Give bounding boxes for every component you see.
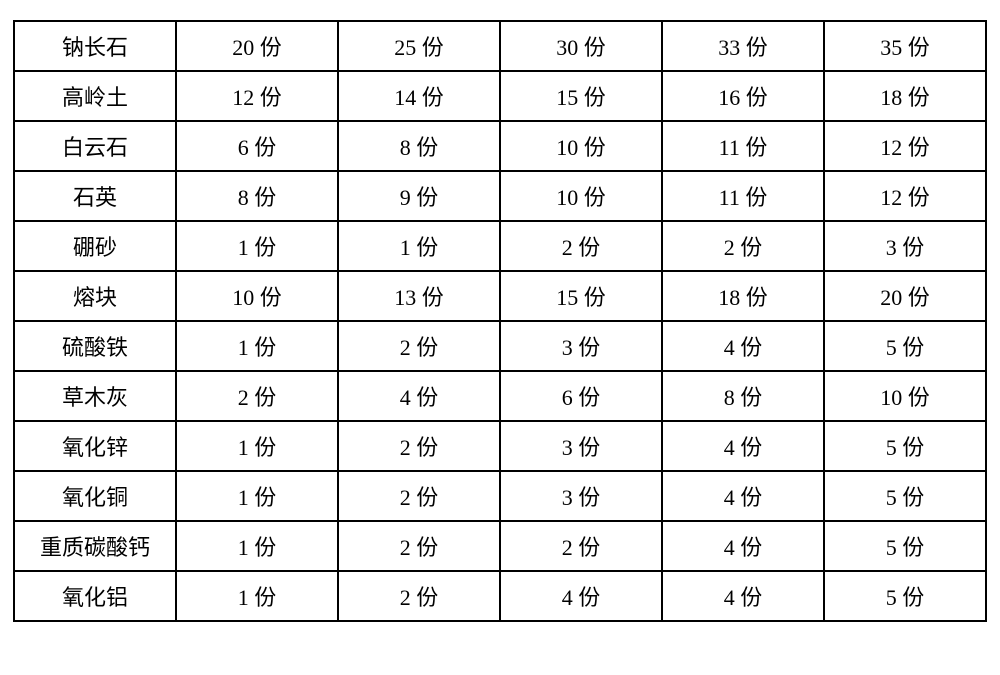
row-label: 硫酸铁 — [14, 321, 176, 371]
cell: 1 份 — [176, 321, 338, 371]
cell: 5 份 — [824, 421, 986, 471]
cell: 18 份 — [824, 71, 986, 121]
cell: 2 份 — [500, 521, 662, 571]
cell: 5 份 — [824, 471, 986, 521]
cell: 1 份 — [338, 221, 500, 271]
table-row: 氧化铜 1 份 2 份 3 份 4 份 5 份 — [14, 471, 986, 521]
cell: 3 份 — [500, 321, 662, 371]
cell: 12 份 — [824, 171, 986, 221]
table-row: 熔块 10 份 13 份 15 份 18 份 20 份 — [14, 271, 986, 321]
cell: 4 份 — [662, 321, 824, 371]
cell: 8 份 — [338, 121, 500, 171]
cell: 4 份 — [662, 571, 824, 621]
cell: 35 份 — [824, 21, 986, 71]
cell: 2 份 — [500, 221, 662, 271]
cell: 11 份 — [662, 171, 824, 221]
cell: 33 份 — [662, 21, 824, 71]
cell: 2 份 — [338, 421, 500, 471]
cell: 1 份 — [176, 421, 338, 471]
table-row: 石英 8 份 9 份 10 份 11 份 12 份 — [14, 171, 986, 221]
cell: 18 份 — [662, 271, 824, 321]
row-label: 氧化铝 — [14, 571, 176, 621]
cell: 1 份 — [176, 471, 338, 521]
cell: 30 份 — [500, 21, 662, 71]
cell: 2 份 — [176, 371, 338, 421]
row-label: 氧化锌 — [14, 421, 176, 471]
cell: 3 份 — [500, 421, 662, 471]
cell: 2 份 — [338, 521, 500, 571]
table-row: 氧化铝 1 份 2 份 4 份 4 份 5 份 — [14, 571, 986, 621]
cell: 12 份 — [824, 121, 986, 171]
cell: 25 份 — [338, 21, 500, 71]
cell: 3 份 — [824, 221, 986, 271]
table-row: 钠长石 20 份 25 份 30 份 33 份 35 份 — [14, 21, 986, 71]
cell: 4 份 — [662, 521, 824, 571]
cell: 2 份 — [338, 321, 500, 371]
cell: 6 份 — [176, 121, 338, 171]
table-row: 硼砂 1 份 1 份 2 份 2 份 3 份 — [14, 221, 986, 271]
cell: 10 份 — [500, 121, 662, 171]
cell: 8 份 — [176, 171, 338, 221]
cell: 6 份 — [500, 371, 662, 421]
cell: 2 份 — [338, 471, 500, 521]
cell: 1 份 — [176, 571, 338, 621]
table-row: 草木灰 2 份 4 份 6 份 8 份 10 份 — [14, 371, 986, 421]
cell: 20 份 — [824, 271, 986, 321]
row-label: 熔块 — [14, 271, 176, 321]
cell: 9 份 — [338, 171, 500, 221]
cell: 12 份 — [176, 71, 338, 121]
row-label: 白云石 — [14, 121, 176, 171]
cell: 8 份 — [662, 371, 824, 421]
table-row: 高岭土 12 份 14 份 15 份 16 份 18 份 — [14, 71, 986, 121]
table-body: 钠长石 20 份 25 份 30 份 33 份 35 份 高岭土 12 份 14… — [14, 21, 986, 621]
row-label: 高岭土 — [14, 71, 176, 121]
cell: 5 份 — [824, 321, 986, 371]
cell: 3 份 — [500, 471, 662, 521]
cell: 15 份 — [500, 71, 662, 121]
row-label: 草木灰 — [14, 371, 176, 421]
table-row: 硫酸铁 1 份 2 份 3 份 4 份 5 份 — [14, 321, 986, 371]
cell: 2 份 — [662, 221, 824, 271]
table-row: 氧化锌 1 份 2 份 3 份 4 份 5 份 — [14, 421, 986, 471]
cell: 1 份 — [176, 521, 338, 571]
cell: 2 份 — [338, 571, 500, 621]
table-row: 重质碳酸钙 1 份 2 份 2 份 4 份 5 份 — [14, 521, 986, 571]
cell: 10 份 — [500, 171, 662, 221]
cell: 15 份 — [500, 271, 662, 321]
cell: 5 份 — [824, 521, 986, 571]
cell: 16 份 — [662, 71, 824, 121]
row-label: 钠长石 — [14, 21, 176, 71]
cell: 10 份 — [176, 271, 338, 321]
cell: 10 份 — [824, 371, 986, 421]
cell: 1 份 — [176, 221, 338, 271]
cell: 4 份 — [500, 571, 662, 621]
row-label: 石英 — [14, 171, 176, 221]
ingredients-table: 钠长石 20 份 25 份 30 份 33 份 35 份 高岭土 12 份 14… — [13, 20, 987, 622]
cell: 13 份 — [338, 271, 500, 321]
row-label: 氧化铜 — [14, 471, 176, 521]
row-label: 硼砂 — [14, 221, 176, 271]
cell: 11 份 — [662, 121, 824, 171]
cell: 20 份 — [176, 21, 338, 71]
cell: 14 份 — [338, 71, 500, 121]
row-label: 重质碳酸钙 — [14, 521, 176, 571]
cell: 4 份 — [662, 471, 824, 521]
table-row: 白云石 6 份 8 份 10 份 11 份 12 份 — [14, 121, 986, 171]
cell: 5 份 — [824, 571, 986, 621]
cell: 4 份 — [662, 421, 824, 471]
cell: 4 份 — [338, 371, 500, 421]
